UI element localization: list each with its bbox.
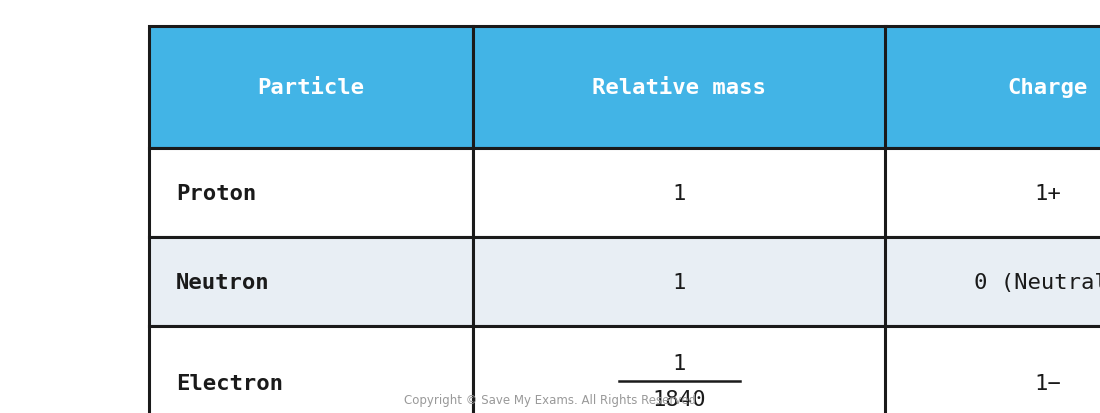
Bar xyxy=(886,326,1100,413)
Text: 0 (Neutral): 0 (Neutral) xyxy=(975,272,1100,292)
Text: Proton: Proton xyxy=(176,183,256,203)
Bar xyxy=(473,149,886,237)
Text: 1−: 1− xyxy=(1034,373,1062,393)
Text: 1+: 1+ xyxy=(1034,183,1062,203)
Text: 1: 1 xyxy=(672,183,686,203)
Bar xyxy=(148,149,473,237)
Text: Electron: Electron xyxy=(176,373,283,393)
Text: Neutron: Neutron xyxy=(176,272,270,292)
Bar xyxy=(148,326,473,413)
Text: Copyright © Save My Exams. All Rights Reserved: Copyright © Save My Exams. All Rights Re… xyxy=(404,393,696,406)
Text: Charge: Charge xyxy=(1008,78,1088,98)
Bar xyxy=(148,237,473,326)
Text: 1840: 1840 xyxy=(652,389,706,409)
Bar xyxy=(148,27,473,149)
Text: Particle: Particle xyxy=(257,78,364,98)
Text: 1: 1 xyxy=(672,272,686,292)
Bar xyxy=(473,326,886,413)
Bar xyxy=(886,237,1100,326)
Text: Relative mass: Relative mass xyxy=(592,78,767,98)
Text: 1: 1 xyxy=(672,353,686,373)
Bar xyxy=(886,27,1100,149)
Bar xyxy=(886,149,1100,237)
Bar xyxy=(473,27,886,149)
Bar xyxy=(473,237,886,326)
